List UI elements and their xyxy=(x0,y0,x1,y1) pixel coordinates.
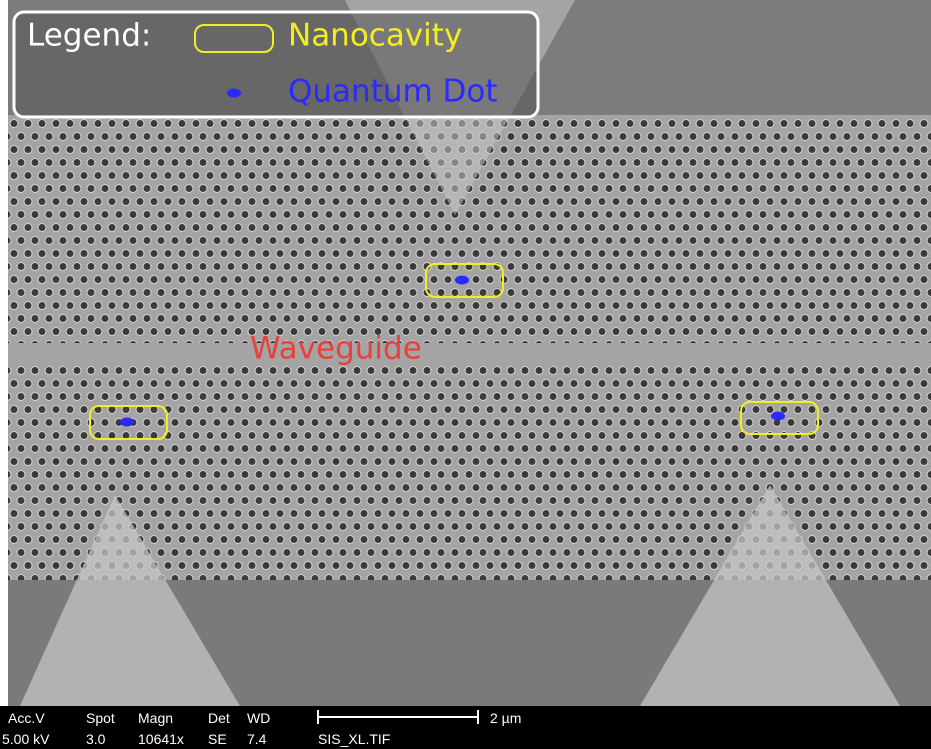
info-header: WD xyxy=(247,710,270,726)
info-header: Acc.V xyxy=(8,710,45,726)
quantum-dot xyxy=(771,412,785,421)
legend-title: Legend: xyxy=(27,18,151,54)
legend-quantum-dot-label: Quantum Dot xyxy=(288,74,498,110)
info-value: 3.0 xyxy=(86,731,106,747)
quantum-dot xyxy=(455,276,469,285)
info-value: SE xyxy=(208,731,227,747)
info-value: 10641x xyxy=(138,731,184,747)
info-header: Det xyxy=(208,710,230,726)
sem-figure: Waveguide Legend: Nanocavity Quantum Dot… xyxy=(0,0,931,749)
waveguide-label: Waveguide xyxy=(250,331,422,367)
info-value: 7.4 xyxy=(247,731,267,747)
scale-bar-label: 2 µm xyxy=(490,710,521,726)
info-value: 5.00 kV xyxy=(2,731,50,747)
legend-quantum-dot-icon xyxy=(227,89,241,98)
legend-nanocavity-label: Nanocavity xyxy=(288,18,462,54)
file-name: SIS_XL.TIF xyxy=(318,731,390,747)
page: Waveguide Legend: Nanocavity Quantum Dot… xyxy=(0,0,931,749)
info-header: Magn xyxy=(138,710,173,726)
quantum-dot xyxy=(120,418,134,427)
info-header: Spot xyxy=(86,710,115,726)
